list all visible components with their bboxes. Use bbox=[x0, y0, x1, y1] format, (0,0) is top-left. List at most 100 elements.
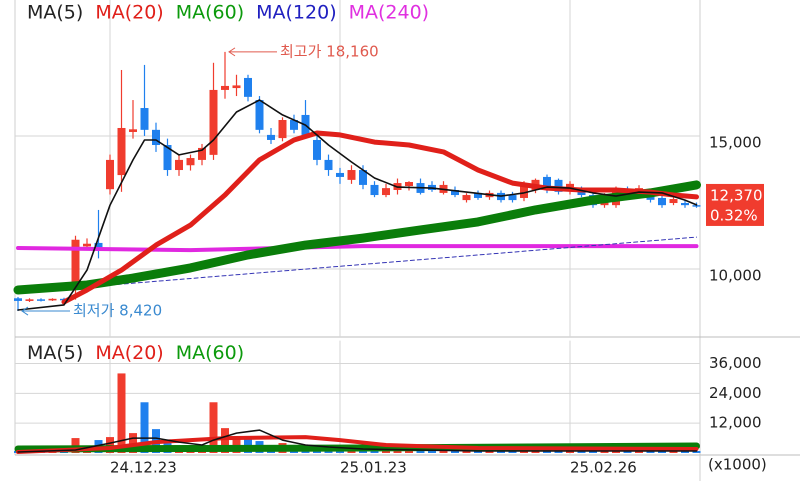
candle-body bbox=[14, 298, 22, 301]
candle-body bbox=[106, 159, 114, 190]
candle-body bbox=[324, 159, 333, 171]
volume-bar bbox=[451, 450, 459, 453]
legend-entry: MA(120) bbox=[256, 2, 336, 24]
volume-bar bbox=[681, 450, 689, 453]
candle-body bbox=[244, 77, 252, 97]
candle-body bbox=[543, 176, 551, 190]
candle-body bbox=[508, 195, 517, 201]
candle-body bbox=[681, 203, 689, 206]
volume-bar bbox=[474, 450, 482, 453]
ma-line bbox=[17, 429, 698, 453]
candle-body bbox=[152, 129, 160, 146]
candle-body bbox=[140, 108, 149, 130]
candle-body bbox=[117, 127, 126, 176]
candle-body bbox=[278, 120, 287, 139]
volume-bar bbox=[221, 428, 229, 453]
volume-bar bbox=[416, 450, 425, 453]
candle-body bbox=[692, 205, 701, 207]
volume-bar bbox=[140, 402, 149, 453]
candle-body bbox=[336, 172, 344, 177]
y-tick-label: 36,000 bbox=[709, 354, 762, 372]
volume-bar bbox=[382, 450, 390, 453]
ma-line bbox=[61, 130, 699, 305]
x-tick-label: 25.01.23 bbox=[340, 459, 407, 477]
volume-bar bbox=[692, 451, 701, 453]
candle-body bbox=[94, 242, 103, 248]
candle-body bbox=[370, 184, 379, 196]
candle-body bbox=[255, 100, 264, 130]
candle-body bbox=[221, 85, 229, 90]
candle-body bbox=[290, 120, 298, 130]
unit-label: (x1000) bbox=[708, 456, 767, 474]
candle-body bbox=[520, 183, 528, 198]
y-tick-label: 12,000 bbox=[709, 414, 762, 432]
candle-body bbox=[382, 188, 390, 196]
volume-bar bbox=[117, 373, 126, 453]
volume-bar bbox=[577, 450, 586, 453]
volume-bar bbox=[485, 450, 494, 453]
candle-body bbox=[359, 170, 367, 185]
x-tick-label: 24.12.23 bbox=[110, 459, 177, 477]
candle-body bbox=[37, 299, 45, 301]
volume-bar bbox=[428, 450, 436, 453]
candle-body bbox=[83, 243, 91, 247]
candle-body bbox=[451, 189, 459, 196]
candle-body bbox=[313, 139, 321, 160]
volume-bar bbox=[623, 450, 632, 453]
candle-body bbox=[669, 199, 678, 204]
volume-bar bbox=[106, 437, 114, 453]
candle-body bbox=[175, 159, 183, 171]
legend-entry: MA(240) bbox=[349, 2, 429, 24]
legend-entry: MA(20) bbox=[95, 342, 163, 364]
volume-bar bbox=[209, 402, 218, 453]
annotation-arrowhead bbox=[228, 47, 236, 57]
candle-body bbox=[577, 189, 586, 196]
annotation-label: 최고가 18,160 bbox=[280, 42, 379, 60]
volume-bar bbox=[658, 450, 666, 453]
candle-body bbox=[474, 192, 482, 198]
candle-body bbox=[267, 134, 275, 140]
y-tick-label: 15,000 bbox=[709, 133, 762, 151]
last-price-label: 12,370 bbox=[710, 186, 763, 204]
y-tick-label: 24,000 bbox=[709, 384, 762, 402]
change-label: 0.32% bbox=[710, 206, 758, 224]
annotation-arrowhead bbox=[21, 306, 29, 316]
legend-entry: MA(60) bbox=[176, 2, 244, 24]
candle-body bbox=[48, 298, 57, 301]
candle-body bbox=[462, 195, 471, 201]
candle-body bbox=[129, 129, 137, 132]
candle-body bbox=[554, 179, 563, 192]
candle-body bbox=[658, 197, 666, 206]
ma-line bbox=[17, 99, 698, 311]
candle-body bbox=[232, 85, 241, 89]
legend-entry: MA(60) bbox=[176, 342, 244, 364]
ma-line bbox=[13, 180, 701, 295]
volume-bar bbox=[669, 451, 678, 453]
candle-body bbox=[198, 147, 206, 160]
last-price-box bbox=[706, 183, 764, 226]
volume-bar bbox=[393, 450, 402, 453]
legend-entry: MA(20) bbox=[95, 2, 163, 24]
candle-body bbox=[71, 239, 80, 289]
ma-line bbox=[16, 435, 699, 454]
candle-body bbox=[25, 299, 34, 301]
y-tick-label: 10,000 bbox=[709, 267, 762, 285]
candle-body bbox=[186, 158, 195, 166]
volume-bar bbox=[462, 450, 471, 453]
candle-body bbox=[405, 182, 413, 186]
volume-bar bbox=[497, 450, 505, 453]
ma-line bbox=[75, 236, 697, 289]
x-tick-label: 25.02.26 bbox=[570, 459, 637, 477]
volume-bar bbox=[508, 450, 517, 453]
annotation-label: 최저가 8,420 bbox=[73, 302, 162, 320]
candle-body bbox=[347, 170, 356, 180]
candle-body bbox=[163, 145, 172, 171]
volume-bar bbox=[646, 450, 655, 453]
volume-bar bbox=[439, 450, 448, 453]
legend-entry: MA(5) bbox=[27, 2, 83, 24]
candle-body bbox=[209, 89, 218, 155]
legend-entry: MA(5) bbox=[27, 342, 83, 364]
volume-bar bbox=[405, 450, 413, 453]
